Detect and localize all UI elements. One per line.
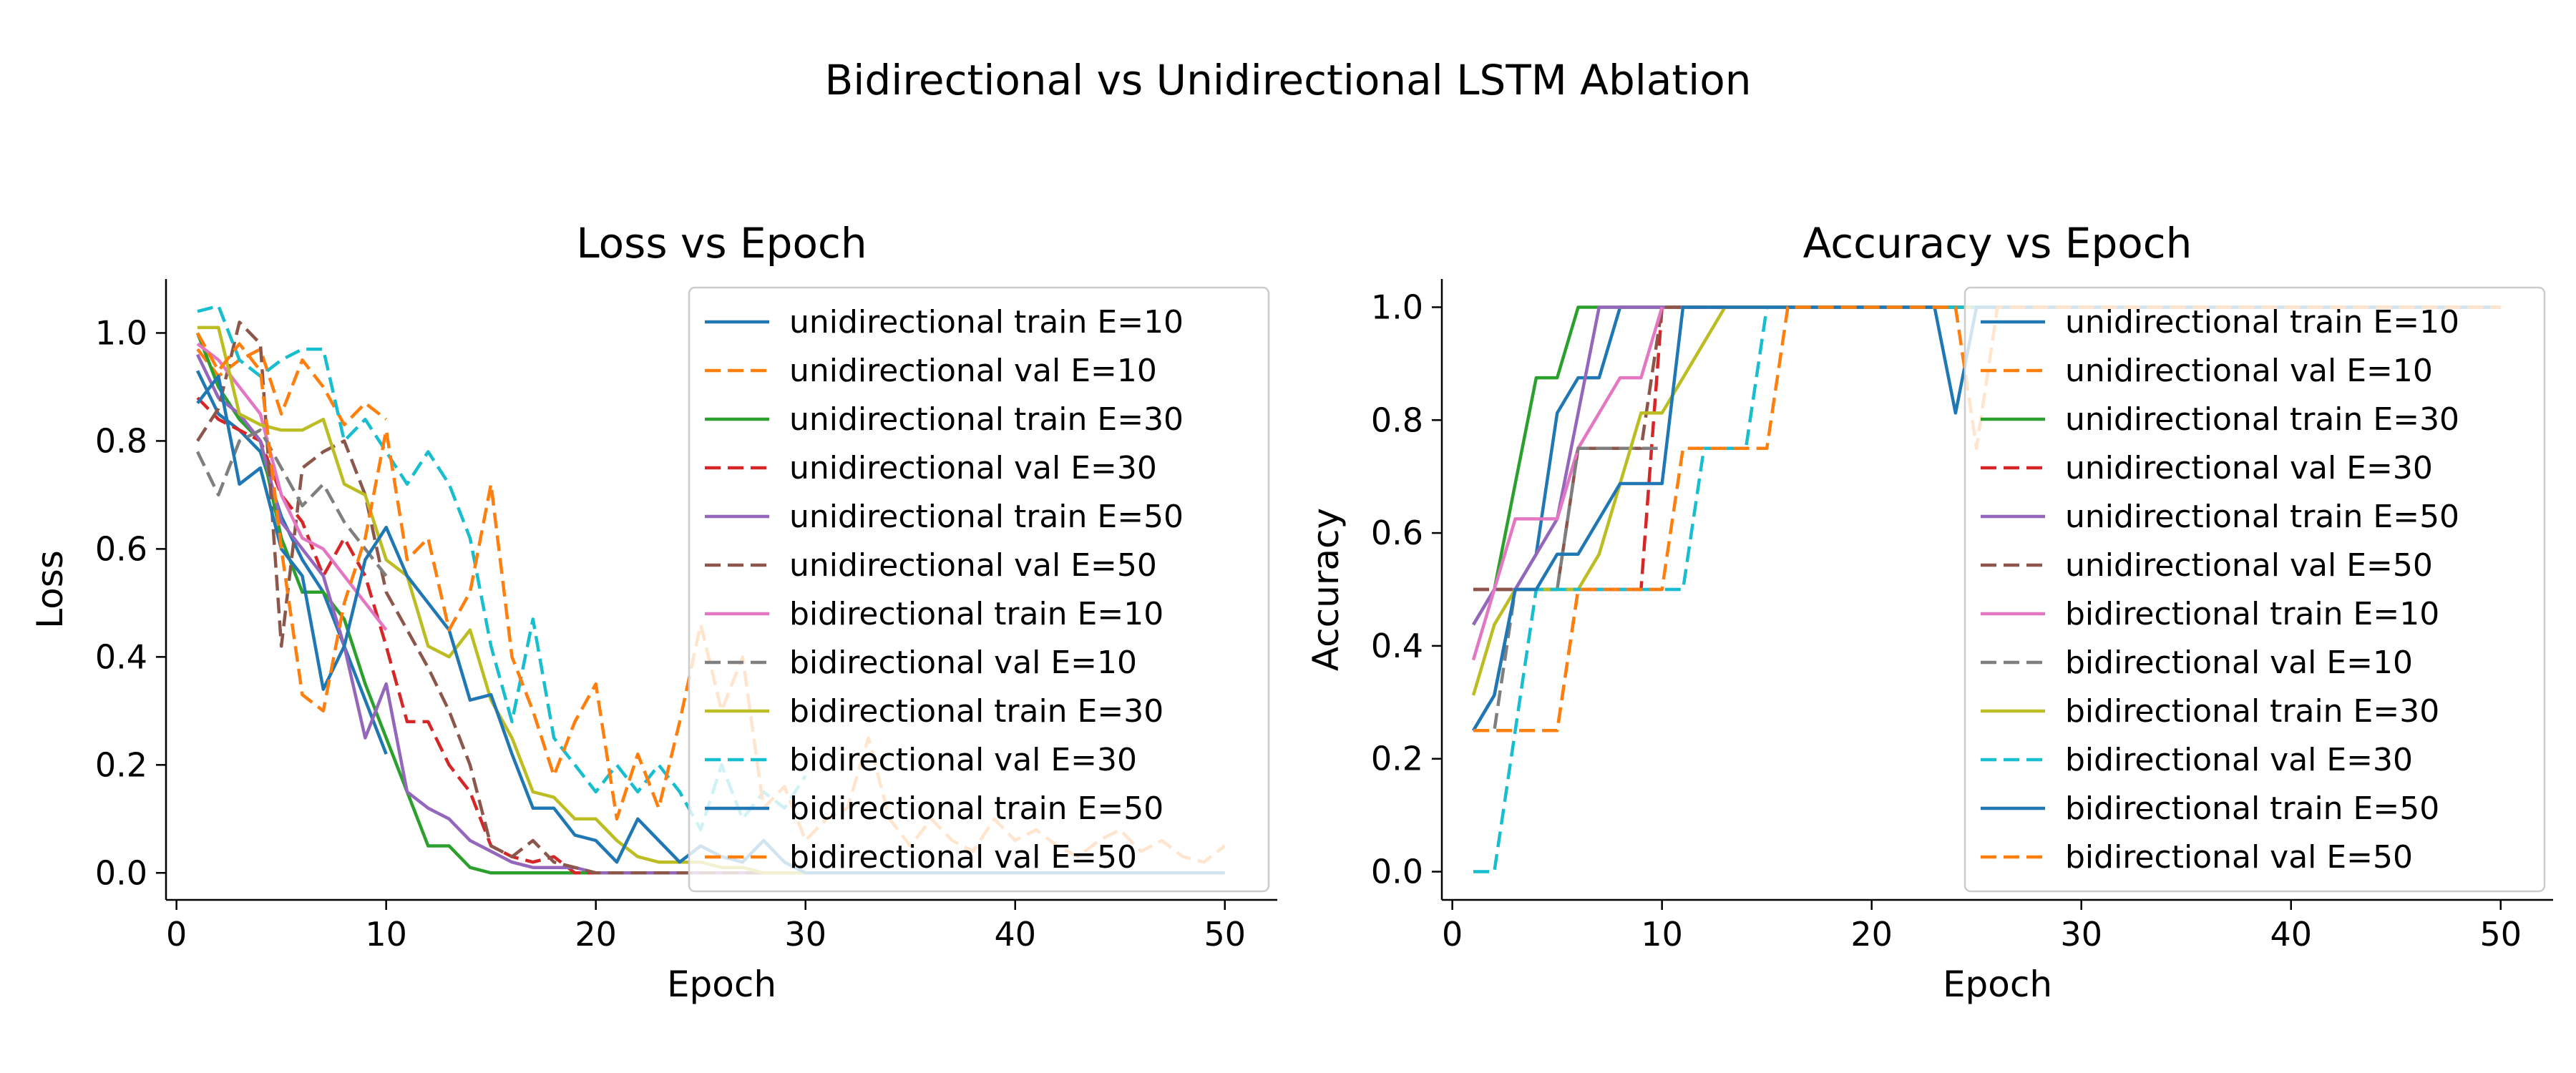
loss-panel: Loss vs Epoch 0 10 20 30 40 50 0.0 0.2 0.4 0.6 0.8 1… xyxy=(29,219,1277,1005)
loss-y-tick-label: 0.4 xyxy=(95,637,147,676)
accuracy-legend-label-3: unidirectional val E=30 xyxy=(2065,450,2433,486)
figure-title: Bidirectional vs Unidirectional LSTM Abl… xyxy=(824,56,1751,104)
loss-x-tick-label: 30 xyxy=(784,915,826,954)
loss-legend-label-6: bidirectional train E=10 xyxy=(789,596,1163,632)
accuracy-x-tick-label: 30 xyxy=(2060,915,2102,954)
loss-y-tick-label: 1.0 xyxy=(95,313,147,352)
accuracy-x-tick-label: 40 xyxy=(2270,915,2312,954)
accuracy-legend-label-4: unidirectional train E=50 xyxy=(2065,499,2459,535)
accuracy-legend-label-0: unidirectional train E=10 xyxy=(2065,304,2459,340)
loss-legend-label-11: bidirectional val E=50 xyxy=(789,839,1137,876)
loss-x-label: Epoch xyxy=(667,964,776,1005)
accuracy-legend-label-10: bidirectional train E=50 xyxy=(2065,790,2439,827)
loss-legend-label-9: bidirectional val E=30 xyxy=(789,742,1137,778)
accuracy-x-tick-label: 20 xyxy=(1850,915,1893,954)
accuracy-y-tick-label: 0.2 xyxy=(1371,740,1423,778)
loss-legend-label-1: unidirectional val E=10 xyxy=(789,353,1157,389)
accuracy-legend-label-1: unidirectional val E=10 xyxy=(2065,353,2433,389)
loss-series-line-9 xyxy=(197,304,807,832)
accuracy-legend-label-5: unidirectional val E=50 xyxy=(2065,547,2433,584)
accuracy-y-tick-label: 0.0 xyxy=(1371,853,1423,891)
accuracy-legend-label-11: bidirectional val E=50 xyxy=(2065,839,2413,876)
accuracy-legend-box xyxy=(1963,286,2546,893)
loss-legend-label-8: bidirectional train E=30 xyxy=(789,693,1163,730)
loss-y-tick-label: 0.2 xyxy=(95,745,147,784)
accuracy-y-tick-label: 0.4 xyxy=(1371,627,1423,665)
accuracy-y-label: Accuracy xyxy=(1305,508,1347,671)
loss-legend-label-10: bidirectional train E=50 xyxy=(789,790,1163,827)
accuracy-x-label: Epoch xyxy=(1943,964,2052,1005)
accuracy-panel: Accuracy vs Epoch 0 10 20 30 40 50 0.0 0.2 0.4 0.6… xyxy=(1305,219,2553,1005)
accuracy-legend-label-6: bidirectional train E=10 xyxy=(2065,596,2439,632)
accuracy-y-tick-label: 0.8 xyxy=(1371,401,1423,439)
accuracy-y-tick-label: 1.0 xyxy=(1371,288,1423,326)
accuracy-series-line-6 xyxy=(1471,306,1664,661)
loss-x-tick-label: 0 xyxy=(166,915,187,954)
loss-x-tick-label: 10 xyxy=(365,915,407,954)
loss-legend-label-7: bidirectional val E=10 xyxy=(789,645,1137,681)
accuracy-legend-label-9: bidirectional val E=30 xyxy=(2065,742,2413,778)
loss-title: Loss vs Epoch xyxy=(576,219,867,268)
accuracy-legend-label-8: bidirectional train E=30 xyxy=(2065,693,2439,730)
loss-x-tick-label: 20 xyxy=(575,915,617,954)
accuracy-legend-label-2: unidirectional train E=30 xyxy=(2065,401,2459,438)
loss-series-line-7 xyxy=(195,428,388,577)
accuracy-x-tick-label: 50 xyxy=(2479,915,2522,954)
loss-x-tick-label: 50 xyxy=(1204,915,1246,954)
accuracy-x-tick-label: 0 xyxy=(1442,915,1463,954)
loss-legend-label-3: unidirectional val E=30 xyxy=(789,450,1157,486)
accuracy-y-tick-label: 0.6 xyxy=(1371,514,1423,552)
loss-y-tick-label: 0.6 xyxy=(95,529,147,568)
accuracy-legend-label-7: bidirectional val E=10 xyxy=(2065,645,2413,681)
loss-y-tick-label: 0.0 xyxy=(95,853,147,892)
loss-legend-label-2: unidirectional train E=30 xyxy=(789,401,1184,438)
accuracy-legend: unidirectional train E=10 unidirectional … xyxy=(1963,286,2546,893)
loss-y-label: Loss xyxy=(29,550,71,629)
loss-x-tick-label: 40 xyxy=(994,915,1036,954)
loss-legend-label-0: unidirectional train E=10 xyxy=(789,304,1184,340)
accuracy-x-tick-label: 10 xyxy=(1641,915,1683,954)
accuracy-title: Accuracy vs Epoch xyxy=(1803,219,2192,268)
loss-legend-box xyxy=(688,286,1270,893)
loss-legend: unidirectional train E=10 unidirectional … xyxy=(688,286,1270,893)
loss-legend-label-5: unidirectional val E=50 xyxy=(789,547,1157,584)
loss-legend-label-4: unidirectional train E=50 xyxy=(789,499,1184,535)
loss-y-tick-label: 0.8 xyxy=(95,421,147,460)
